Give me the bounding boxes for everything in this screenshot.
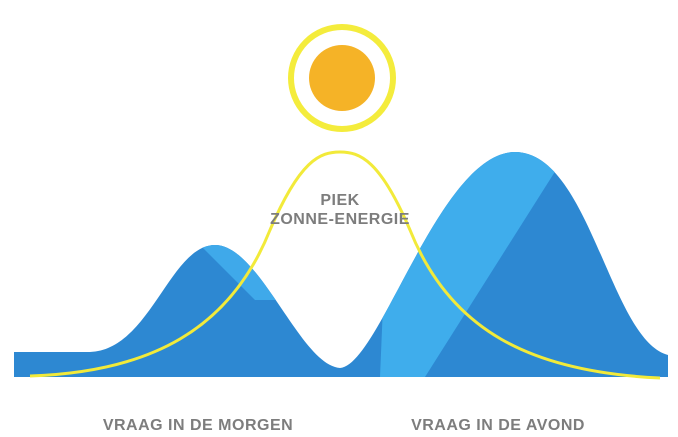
sun-ring bbox=[288, 24, 396, 132]
demand-label: VRAAG IN DE AVOND bbox=[411, 417, 585, 434]
demand-curve bbox=[14, 152, 668, 377]
solar-curve bbox=[29, 150, 661, 380]
sun-core bbox=[309, 45, 375, 111]
peak-label: PIEK bbox=[320, 192, 359, 209]
peak-label: ZONNE-ENERGIE bbox=[270, 211, 410, 228]
sun bbox=[288, 24, 396, 132]
demand-area bbox=[14, 152, 668, 377]
demand-label: VRAAG IN DE MORGEN bbox=[103, 417, 293, 434]
